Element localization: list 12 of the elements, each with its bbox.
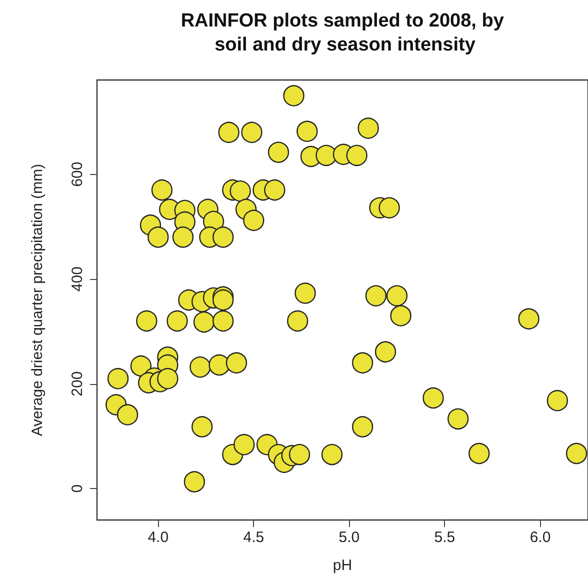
- x-tick-label: 4.0: [148, 529, 169, 546]
- x-tick-label: 4.5: [243, 529, 264, 546]
- y-tick-label: 400: [69, 266, 86, 292]
- y-axis-title: Average driest quarter precipitation (mm): [29, 164, 46, 436]
- x-axis-title: pH: [332, 557, 352, 574]
- y-tick-label: 200: [69, 371, 86, 396]
- y-tick-label: 0: [69, 484, 86, 493]
- x-tick-label: 5.0: [338, 529, 360, 546]
- x-tick-label: 6.0: [530, 529, 551, 546]
- x-tick-label: 5.5: [434, 529, 456, 546]
- y-tick-label: 600: [69, 162, 86, 187]
- chart-title: RAINFOR plots sampled to 2008, by soil and dry season intensity: [180, 10, 510, 56]
